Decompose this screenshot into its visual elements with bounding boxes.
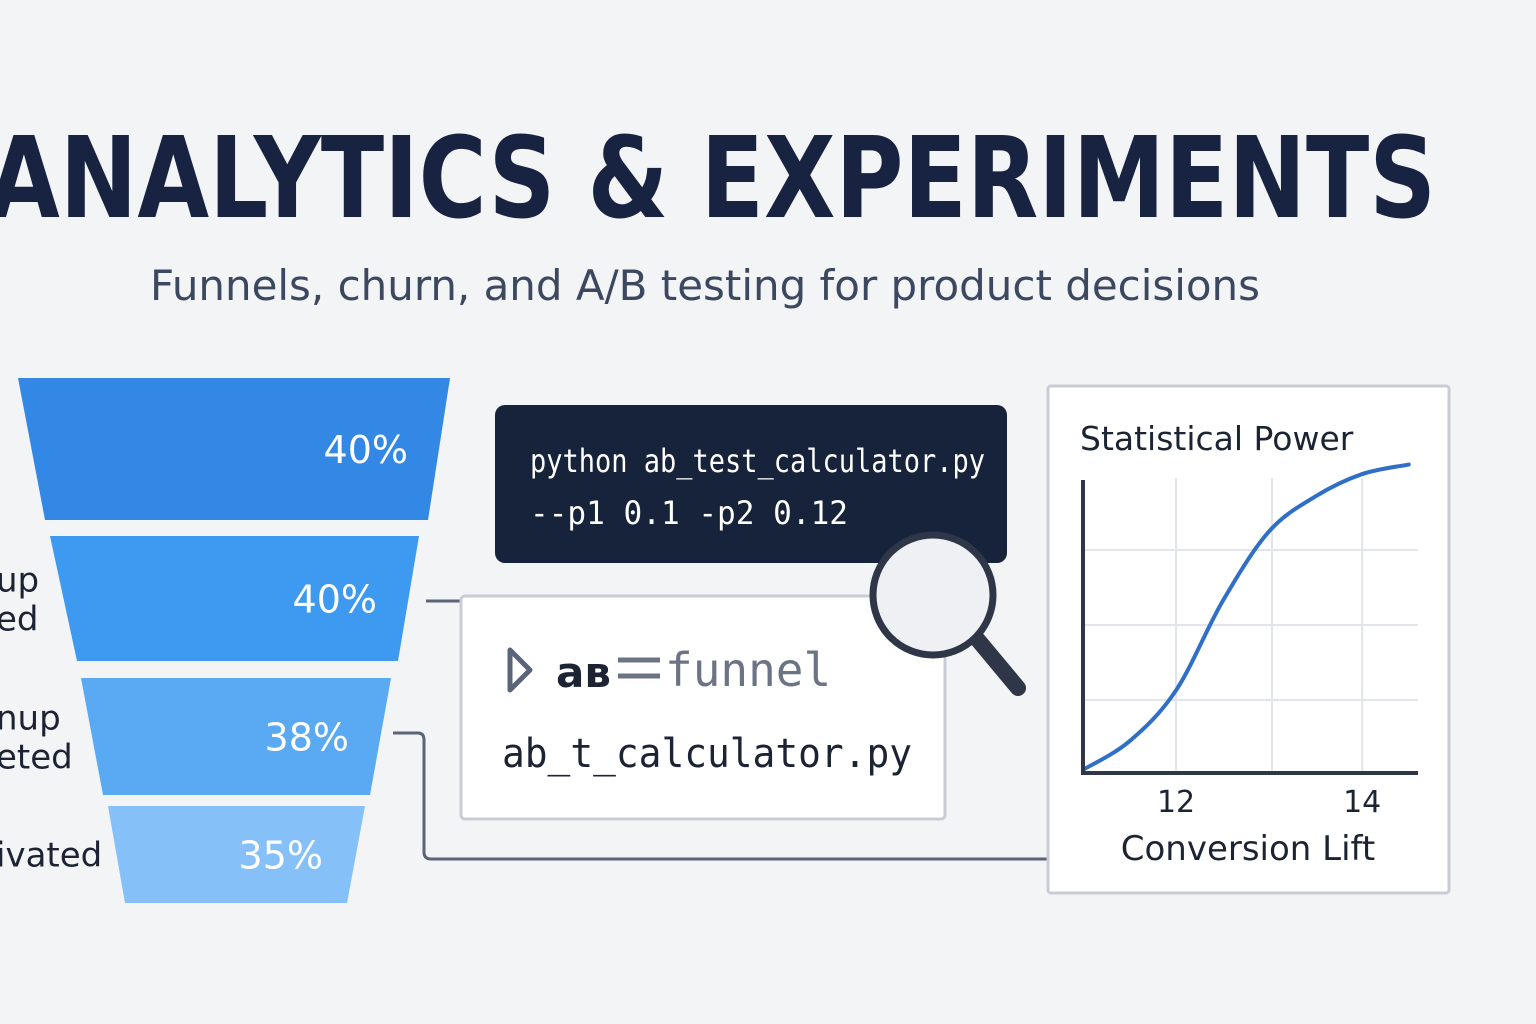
file-panel (459, 594, 947, 821)
equals-icon (618, 657, 660, 679)
axes (1081, 480, 1418, 775)
connector (393, 731, 1048, 861)
play-icon (507, 647, 533, 693)
power-curve (1081, 462, 1411, 772)
category-label: up ed (0, 561, 39, 640)
category-label: ivated (0, 836, 102, 876)
logo: aʙ (556, 648, 611, 697)
funnel-stage (81, 678, 391, 795)
value-label: 38% (265, 716, 349, 760)
x-axis-label: Conversion Lift (1121, 829, 1376, 869)
magnifier-lens (869, 531, 997, 659)
terminal (495, 405, 1007, 563)
funnel-stage (108, 806, 365, 903)
chart-card (1046, 384, 1451, 895)
terminal-line: python ab_test_calculator.py (530, 442, 985, 480)
magnifier-handle (970, 632, 1026, 696)
x-tick-label: 14 (1343, 785, 1381, 820)
value-label: 40% (293, 578, 377, 622)
funnel-stage (50, 536, 419, 661)
title: ANALYTICS & EXPERIMENTS (0, 114, 1436, 244)
subtitle: Funnels, churn, and A/B testing for prod… (150, 261, 1260, 310)
file-name: ab_t_calculator.py (502, 731, 912, 777)
x-tick-label: 12 (1157, 785, 1195, 820)
panel-name: funnel (665, 643, 831, 697)
value-label: 35% (239, 834, 323, 878)
funnel-stage (18, 378, 450, 520)
category-label: nup eted (0, 699, 73, 778)
terminal-line: --p1 0.1 -p2 0.12 (530, 494, 848, 532)
chart-title: Statistical Power (1080, 419, 1354, 458)
value-label: 40% (324, 428, 408, 472)
